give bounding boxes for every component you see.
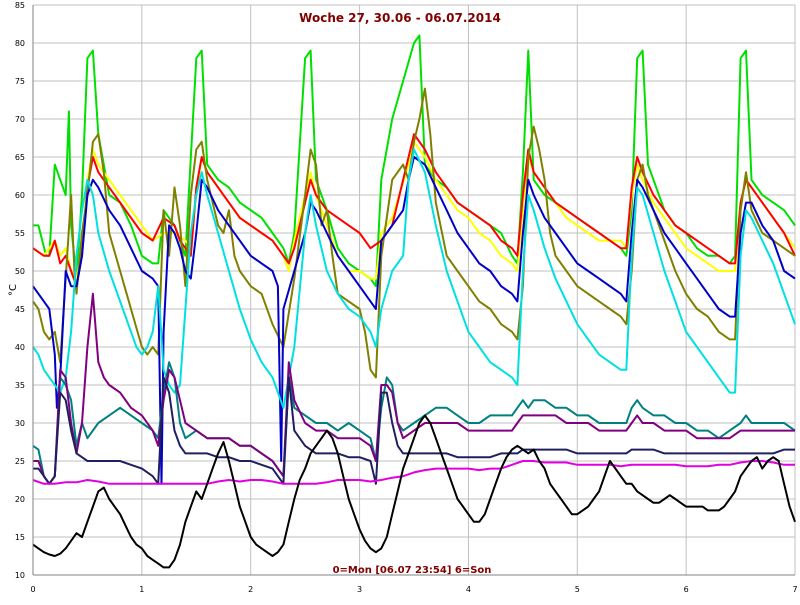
x-tick-label: 3 — [357, 585, 362, 594]
x-tick-label: 6 — [684, 585, 689, 594]
series-group — [32, 34, 796, 569]
series-line-9 — [33, 376, 795, 485]
series-line-11 — [32, 414, 796, 569]
y-tick-label: 15 — [15, 533, 25, 542]
y-tick-label: 80 — [15, 39, 25, 48]
y-tick-label: 10 — [15, 571, 25, 580]
series-line-6 — [32, 148, 796, 409]
x-tick-label: 1 — [139, 585, 144, 594]
y-tick-label: 70 — [15, 115, 25, 124]
series-line-7 — [32, 361, 796, 485]
series-line-5 — [32, 156, 796, 485]
y-tick-label: 35 — [15, 381, 25, 390]
x-tick-label: 4 — [466, 585, 471, 594]
y-tick-label: 65 — [15, 153, 25, 162]
x-tick-label: 5 — [575, 585, 580, 594]
series-line-4 — [32, 87, 796, 379]
x-tick-label: 0 — [30, 585, 35, 594]
y-axis-label: °C — [8, 284, 19, 296]
y-tick-label: 60 — [15, 191, 25, 200]
y-tick-label: 55 — [15, 229, 25, 238]
series-line-1 — [33, 34, 796, 288]
y-tick-label: 75 — [15, 77, 25, 86]
series-line-8 — [33, 292, 795, 485]
x-axis-label: 0=Mon [06.07 23:54] 6=Son — [333, 565, 492, 576]
chart-title: Woche 27, 30.06 - 06.07.2014 — [299, 11, 501, 25]
series-line-10 — [32, 460, 795, 485]
x-tick-label: 2 — [248, 585, 253, 594]
y-tick-label: 25 — [15, 457, 25, 466]
y-tick-label: 85 — [15, 1, 25, 10]
y-tick-label: 30 — [15, 419, 25, 428]
y-tick-label: 50 — [15, 267, 25, 276]
y-tick-label: 45 — [15, 305, 25, 314]
x-tick-label: 7 — [792, 585, 797, 594]
y-tick-label: 40 — [15, 343, 25, 352]
y-tick-label: 20 — [15, 495, 25, 504]
